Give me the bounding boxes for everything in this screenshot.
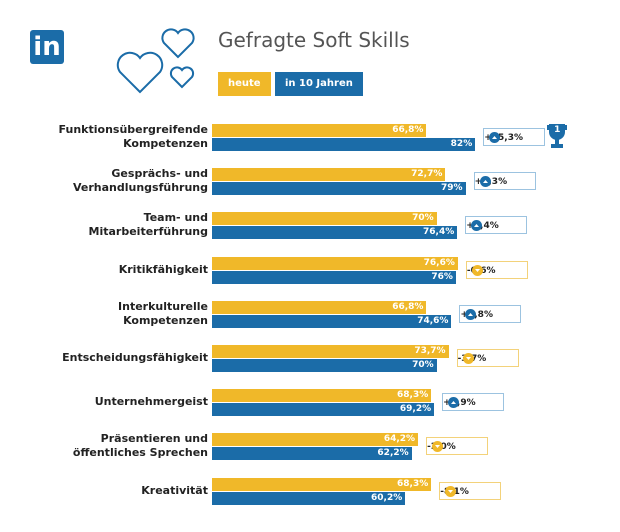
value-label: 66,8% [392, 301, 424, 312]
value-label: 66,8% [392, 125, 424, 135]
category-label: Präsentieren und öffentliches Sprechen [72, 432, 208, 460]
change-badge: +6,4% [465, 216, 528, 235]
value-label: 76% [431, 271, 453, 282]
bar: 60,2% [212, 491, 406, 505]
category-label: Interkulturelle Kompetenzen [118, 299, 208, 327]
change-badge: +0,9% [442, 393, 505, 412]
category-label: Entscheidungsfähigkeit [62, 351, 208, 364]
bar: 82% [212, 138, 476, 151]
trophy-icon [547, 124, 568, 148]
arrow [448, 489, 454, 493]
value-label: 62,2% [377, 448, 409, 459]
value-label: 68,3% [397, 478, 429, 489]
bar: 76% [212, 270, 456, 284]
change-icon [445, 485, 457, 497]
bar: 76,6% [212, 256, 458, 270]
rank-label: 1 [554, 125, 561, 135]
chart-title: Gefragte Soft Skills [218, 28, 410, 52]
value-label: 76,4% [423, 227, 455, 238]
change-label: +7,8% [460, 309, 493, 320]
arrow [474, 224, 480, 228]
change-label: +0,9% [443, 398, 476, 409]
value-label: 69,2% [399, 404, 432, 415]
arrow [465, 357, 471, 360]
value-label: 72,7% [411, 169, 443, 180]
category-label: Gesprächs- und Verhandlungsführung [72, 167, 208, 195]
value-label: 64,2% [383, 434, 416, 445]
bar: 72,7% [212, 168, 446, 182]
value-label: 70% [412, 213, 434, 224]
value-label: 73,7% [414, 346, 446, 356]
change-icon [471, 264, 483, 276]
change-icon [432, 441, 444, 453]
change-label: +6,3% [474, 177, 508, 188]
trophy: 1 [545, 122, 569, 150]
value-label: 74,6% [417, 315, 449, 326]
category-label: Funktionsübergreifende Kompetenzen [58, 123, 208, 150]
arrow [435, 445, 441, 449]
arrow [468, 312, 474, 316]
value-label: 79% [441, 183, 463, 194]
arrow [492, 136, 498, 139]
bar: 68,3% [212, 389, 432, 403]
category-label: Kritikfähigkeit [118, 262, 208, 276]
bar: 68,3% [212, 477, 432, 491]
bar: 66,8% [212, 300, 427, 314]
bar: 64,2% [212, 433, 419, 447]
bar: 62,2% [212, 447, 412, 461]
change-badge: -8,1% [439, 481, 502, 500]
change-badge: -0,6% [465, 260, 528, 279]
change-label: +6,4% [466, 221, 499, 232]
logo: in [30, 30, 64, 64]
change-label: +15,3% [484, 133, 523, 143]
bar: 74,6% [212, 314, 452, 328]
bar: 70% [212, 212, 437, 226]
category-label: Kreativität [141, 483, 208, 497]
value-label: 68,3% [397, 390, 429, 401]
arrow [482, 180, 488, 184]
value-label: 76,6% [423, 257, 455, 268]
value-label: 70% [412, 360, 434, 370]
category-label: Unternehmergeist [94, 395, 208, 409]
legend-item: heute [218, 72, 271, 96]
change-icon [489, 132, 501, 143]
legend-item: in 10 Jahren [275, 72, 363, 96]
bar: 69,2% [212, 403, 435, 417]
hearts [116, 28, 195, 94]
change-badge: -3,7% [456, 349, 519, 367]
category-label: Team- und Mitarbeiterführung [88, 211, 208, 239]
change-icon [479, 176, 491, 188]
change-icon [471, 220, 483, 232]
arrow [451, 401, 457, 405]
change-badge: +15,3% [483, 128, 546, 146]
bar: 79% [212, 182, 466, 196]
bar: 73,7% [212, 345, 449, 358]
change-icon [448, 397, 460, 409]
value-label: 60,2% [371, 492, 403, 503]
bar: 76,4% [212, 226, 458, 240]
change-badge: +6,3% [473, 172, 536, 191]
bar: 70% [212, 359, 437, 372]
arrow [474, 268, 480, 272]
bar: 66,8% [212, 124, 427, 137]
value-label: 82% [450, 139, 473, 149]
change-icon [462, 353, 474, 364]
change-badge: +7,8% [459, 304, 522, 323]
change-badge: -2,0% [426, 437, 489, 456]
change-icon [465, 308, 477, 320]
